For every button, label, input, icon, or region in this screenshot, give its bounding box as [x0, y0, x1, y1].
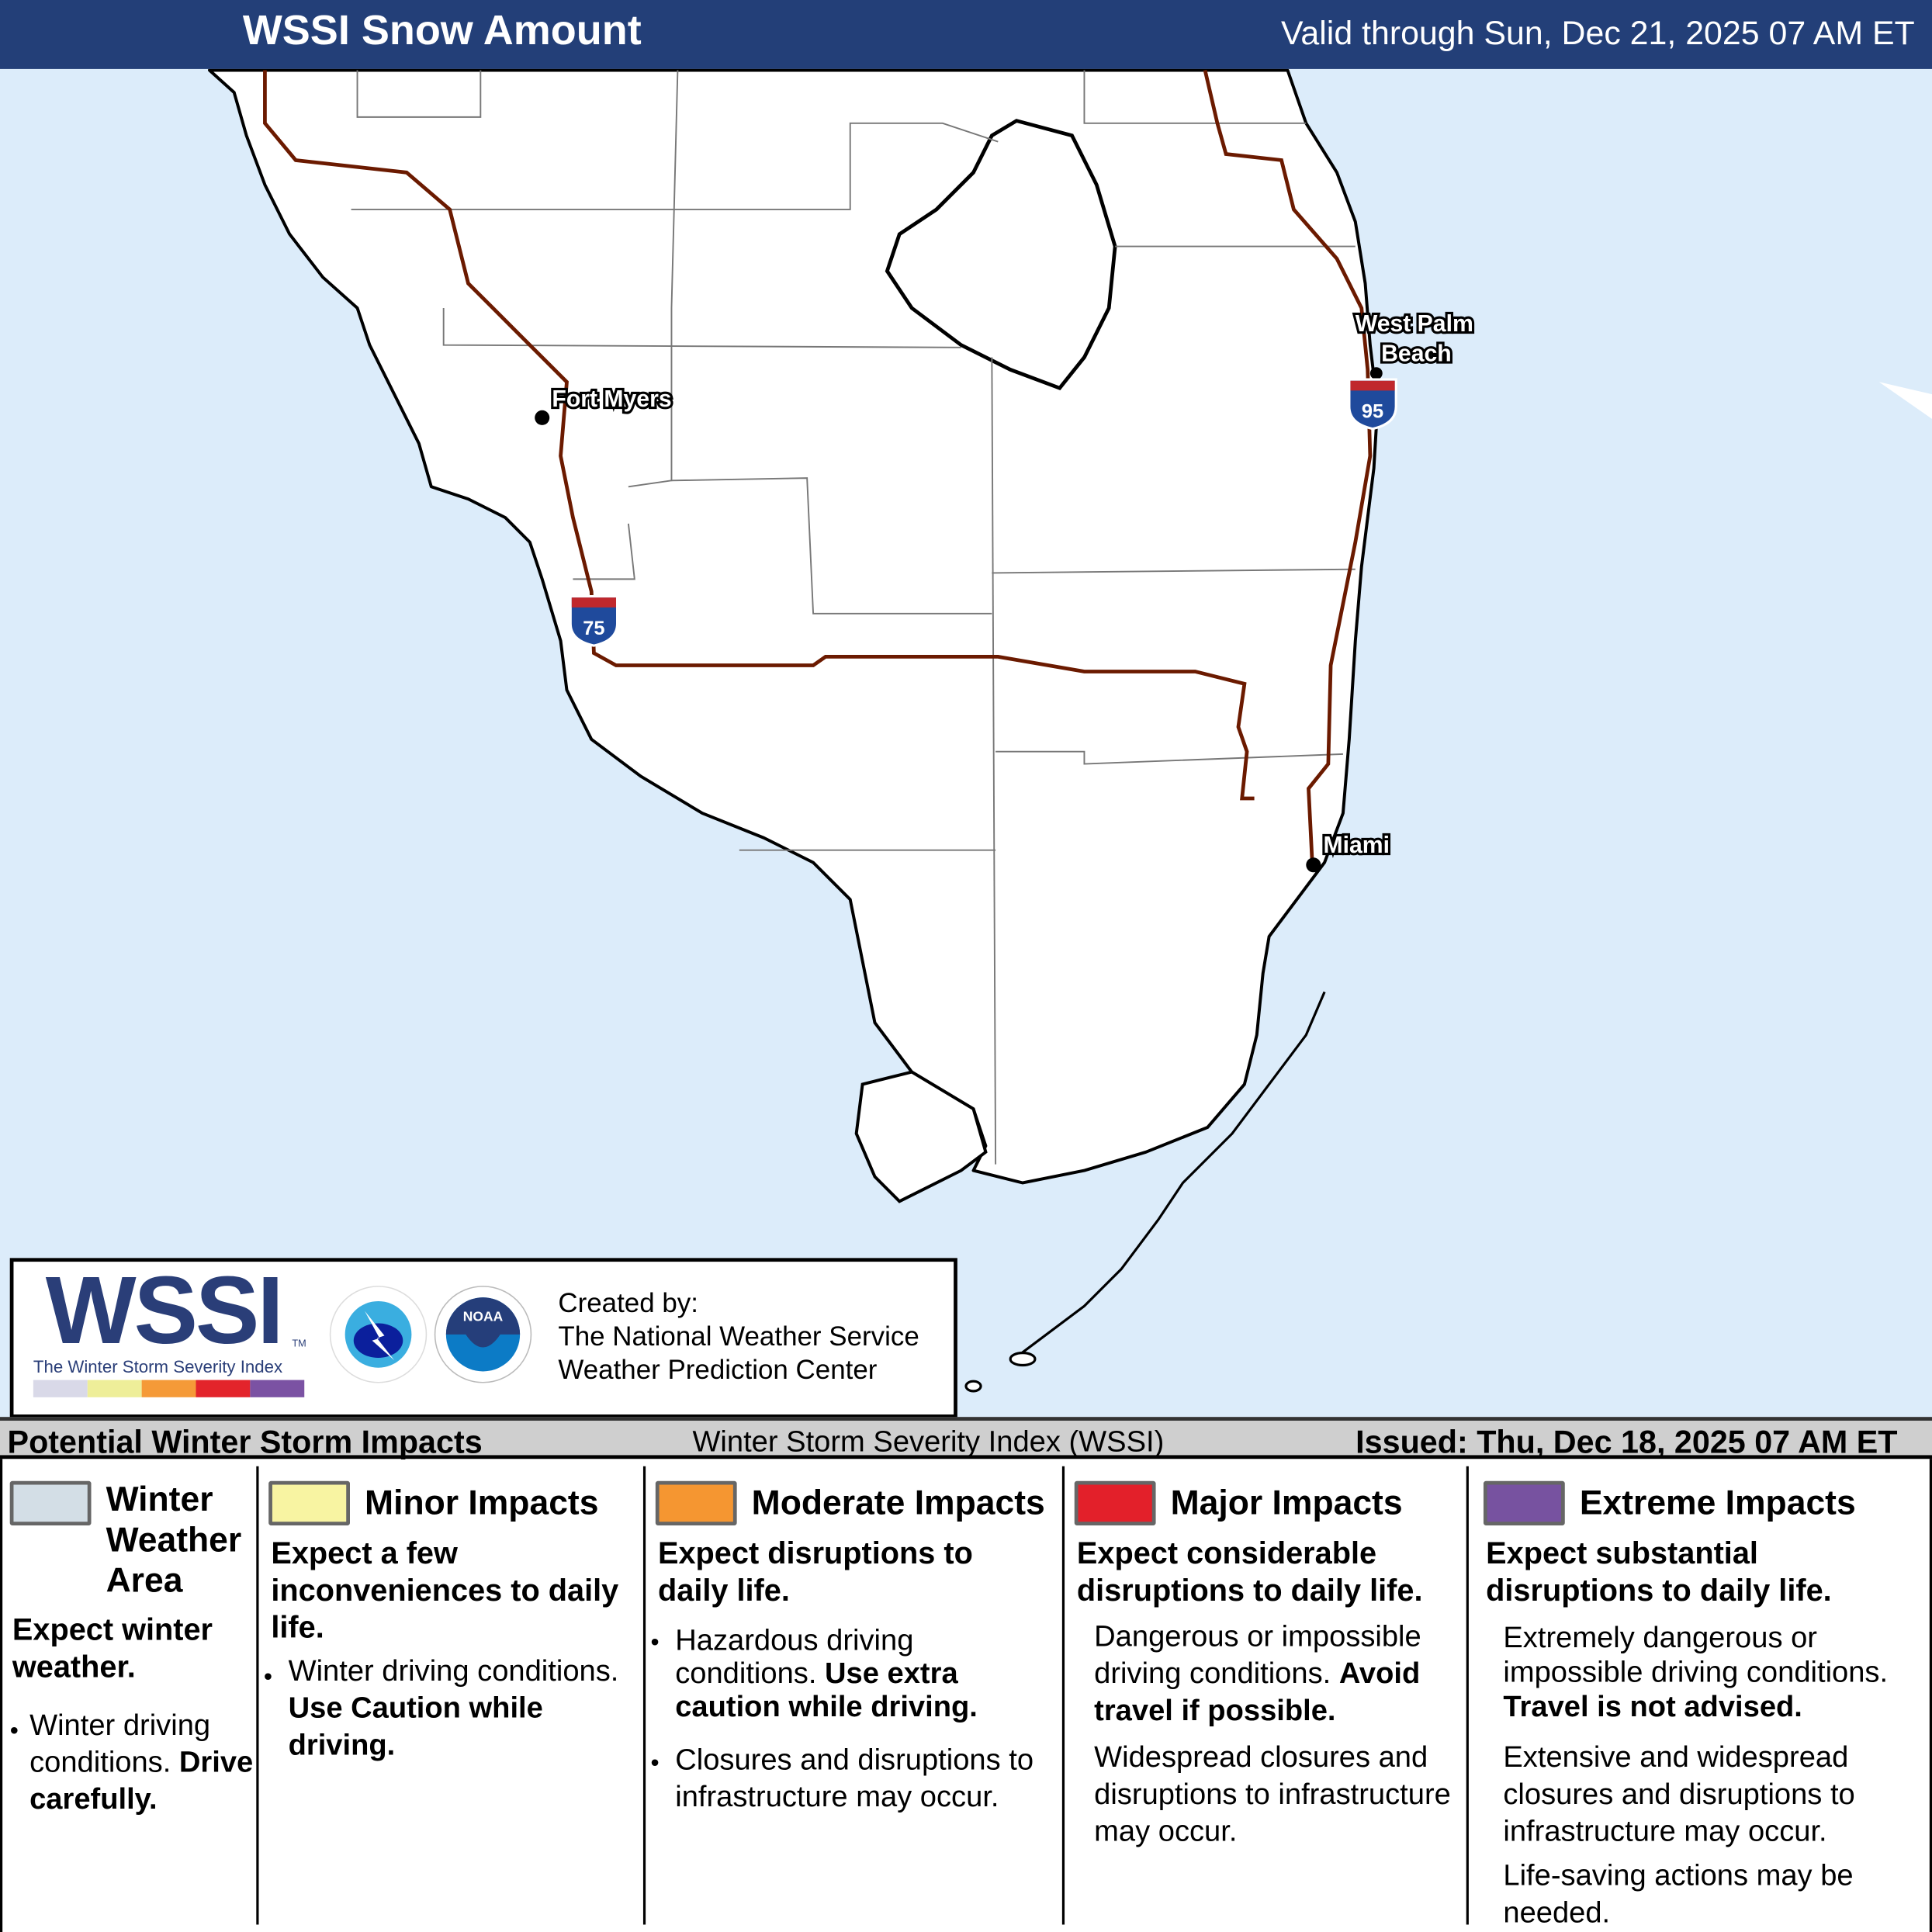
org-wpc: Weather Prediction Center: [558, 1354, 878, 1385]
map: Fort Myers West Palm Beach Miami 75 95: [0, 68, 1932, 1418]
title-line: Area: [106, 1561, 183, 1600]
bullet: •: [650, 1749, 660, 1777]
interstate-95-shield: 95: [1348, 378, 1397, 431]
legend-bullet: Winter driving conditions. Drive careful…: [29, 1708, 256, 1819]
city-label-fort-myers: Fort Myers: [552, 386, 671, 412]
legend-heading: Expect disruptions to daily life.: [657, 1536, 973, 1608]
shield-number: 95: [1362, 400, 1383, 422]
lake-okeechobee: [885, 119, 1117, 391]
header-bar: WSSI Snow Amount Valid through Sun, Dec …: [0, 0, 1932, 69]
highways: [263, 69, 1373, 863]
city-miami: Miami: [1306, 830, 1392, 873]
legend-text: Extensive and widespread closures and di…: [1503, 1740, 1855, 1849]
text: Extremely dangerous or impossible drivin…: [1503, 1621, 1889, 1690]
legend-text: Extremely dangerous or impossible drivin…: [1503, 1622, 1928, 1725]
legend-text: Dangerous or impossible driving conditio…: [1094, 1619, 1463, 1730]
bullet-text: Winter driving conditions.: [288, 1654, 619, 1688]
bar-segment: [141, 1380, 196, 1397]
florida-keys: [964, 991, 1326, 1393]
impacts-title-bar: Potential Winter Storm Impacts Winter St…: [0, 1417, 1932, 1460]
legend-bullet: Winter driving conditions. Use Caution w…: [289, 1653, 643, 1764]
bullet-bold: Use extra caution while driving.: [675, 1657, 978, 1724]
bullet-bold: Drive carefully.: [29, 1746, 254, 1816]
swatch: [268, 1480, 350, 1525]
city-label-beach: Beach: [1381, 341, 1452, 366]
bullet: •: [263, 1663, 272, 1691]
legend-title: Moderate Impacts: [751, 1483, 1045, 1522]
swatch: [655, 1480, 737, 1525]
legend-heading: Expect substantial disruptions to daily …: [1486, 1536, 1832, 1608]
title-line: Weather: [106, 1520, 242, 1559]
legend-major-impacts: Major Impacts Expect considerable disrup…: [1065, 1466, 1469, 1925]
city-dot: [1306, 857, 1321, 873]
wssi-name: Winter Storm Severity Index (WSSI): [692, 1425, 1165, 1459]
valid-through: Valid through Sun, Dec 21, 2025 07 AM ET: [1281, 15, 1915, 52]
created-by-label: Created by:: [558, 1287, 698, 1319]
legend-heading: Expect considerable disruptions to daily…: [1076, 1536, 1423, 1608]
org-nws: The National Weather Service: [558, 1321, 919, 1352]
legend-title: Minor Impacts: [365, 1483, 599, 1522]
swatch: [1074, 1480, 1156, 1525]
bar-segment: [33, 1380, 88, 1397]
text-bold: Travel is not advised.: [1503, 1690, 1802, 1724]
nws-logo-icon: [329, 1286, 428, 1383]
bullet: •: [9, 1717, 19, 1745]
city-dot: [1369, 367, 1383, 380]
city-fort-myers: Fort Myers: [535, 384, 674, 425]
legend-bullet: Hazardous driving conditions. Use extra …: [675, 1624, 1044, 1724]
bar-segment: [250, 1380, 305, 1397]
bar-segment: [196, 1380, 251, 1397]
legend-minor-impacts: Minor Impacts Expect a few inconvenience…: [258, 1466, 646, 1925]
bar-segment: [87, 1380, 142, 1397]
legend-bullet: Closures and disruptions to infrastructu…: [675, 1743, 1034, 1814]
text-bold: Avoid travel if possible.: [1094, 1657, 1421, 1728]
city-west-palm-beach: West Palm Beach: [1353, 309, 1476, 380]
legend-moderate-impacts: Moderate Impacts Expect disruptions to d…: [646, 1466, 1065, 1925]
legend-heading: Expect winter weather.: [12, 1612, 213, 1684]
issued-time: Issued: Thu, Dec 18, 2025 07 AM ET: [1356, 1423, 1898, 1460]
legend-title: Extreme Impacts: [1579, 1483, 1856, 1522]
shield-number: 75: [583, 618, 604, 639]
impacts-legend: Winter Weather Area Expect winter weathe…: [0, 1459, 1932, 1932]
city-label-miami: Miami: [1324, 833, 1390, 858]
wssi-subtitle: The Winter Storm Severity Index: [33, 1356, 283, 1376]
wssi-logo: WSSI: [45, 1255, 284, 1364]
map-title: WSSI Snow Amount: [242, 7, 642, 54]
bullet: •: [650, 1629, 660, 1657]
county-lines: [351, 70, 1356, 1165]
wssi-trademark: TM: [292, 1338, 306, 1349]
bullet-bold: Use Caution while driving.: [288, 1691, 543, 1762]
title-line: Winter: [106, 1480, 213, 1518]
city-label-west-palm: West Palm: [1356, 311, 1473, 337]
legend-title: Major Impacts: [1170, 1483, 1403, 1522]
legend-title: Winter Weather Area: [106, 1479, 242, 1601]
bullet-text: Hazardous driving conditions.: [675, 1623, 914, 1691]
interstate-75-shield: 75: [569, 595, 619, 647]
legend-text: Life-saving actions may be needed.: [1503, 1859, 1854, 1930]
legend-text: Widespread closures and disruptions to i…: [1094, 1740, 1451, 1849]
impacts-title: Potential Winter Storm Impacts: [7, 1423, 483, 1460]
noaa-text: NOAA: [463, 1308, 504, 1324]
created-by-block: Created by: The National Weather Service…: [558, 1286, 919, 1387]
land-cape-sable: [854, 1070, 988, 1203]
credits-box: WSSI TM The Winter Storm Severity Index …: [9, 1255, 957, 1418]
swatch: [1483, 1480, 1565, 1525]
legend-extreme-impacts: Extreme Impacts Expect substantial disru…: [1469, 1466, 1930, 1930]
swatch: [9, 1480, 92, 1525]
legend-heading: Expect a few inconveniences to daily lif…: [271, 1536, 619, 1645]
bullet-text: Winter driving conditions.: [29, 1709, 211, 1780]
city-dot: [535, 410, 550, 425]
noaa-logo-icon: NOAA: [434, 1286, 532, 1383]
legend-winter-weather-area: Winter Weather Area Expect winter weathe…: [2, 1466, 259, 1925]
wssi-color-bar: [33, 1380, 305, 1397]
text: Dangerous or impossible driving conditio…: [1094, 1620, 1421, 1691]
